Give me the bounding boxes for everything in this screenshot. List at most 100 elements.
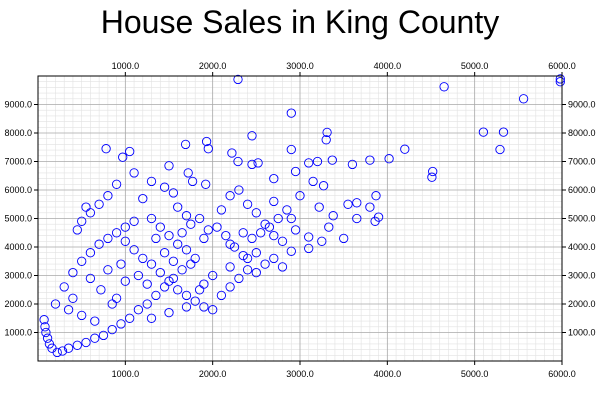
data-point [314,202,324,212]
data-point [111,179,122,189]
data-point [203,144,213,154]
data-point [129,245,139,255]
data-point [77,256,87,266]
data-point [107,299,117,309]
data-point [159,248,170,258]
data-point [72,225,82,235]
data-point [352,213,362,224]
data-point [201,179,211,189]
data-point [190,296,200,306]
data-point [264,222,275,232]
x-tick-label-top: 5000.0 [461,61,489,71]
data-point [225,262,235,272]
data-point [120,276,130,286]
y-tick-label-right: 6000.0 [568,185,596,195]
data-point [269,230,279,241]
data-point [212,222,222,232]
data-point [339,233,349,244]
data-point [365,155,375,165]
y-tick-label-right: 8000.0 [568,128,596,138]
data-point [286,213,296,224]
data-point [180,139,191,150]
data-point [290,166,301,177]
data-point [186,219,196,229]
chart-title: House Sales in King County [100,4,500,40]
data-point [322,127,332,138]
data-point [118,152,128,162]
y-tick-label-right: 3000.0 [568,271,596,281]
grid-layer [38,76,563,361]
data-point [352,198,362,208]
data-point [269,253,279,264]
data-point [181,302,192,312]
y-tick-label-right: 4000.0 [568,242,596,252]
data-point [304,243,314,254]
x-tick-label-top: 2000.0 [199,61,227,71]
data-point [103,265,113,275]
data-point [187,176,198,187]
data-point [234,185,244,195]
data-point [365,202,375,212]
data-point [50,299,61,309]
data-point [120,236,130,246]
data-point [146,259,157,269]
data-point [478,127,489,137]
data-point [107,324,117,335]
data-point [155,267,165,278]
data-point [133,270,144,281]
data-point [282,205,292,215]
data-point [498,127,509,137]
data-point [142,279,152,289]
data-point [94,199,104,209]
x-tick-label-bottom: 6000.0 [548,369,576,379]
data-point [347,159,358,170]
data-point [199,233,209,244]
data-point [495,144,505,155]
data-point [101,144,111,154]
data-point [177,265,187,275]
data-point [427,172,437,182]
y-tick-label-left: 9000.0 [4,100,32,110]
data-point [40,322,50,332]
data-point [98,330,109,341]
data-point [42,333,53,343]
data-point [251,208,261,218]
data-point [253,158,263,168]
data-point [304,232,314,242]
data-point [256,228,266,238]
data-point [225,282,235,292]
data-point [146,176,157,187]
data-point [384,154,394,164]
data-point [290,225,301,235]
data-point [247,233,257,244]
data-point [225,191,235,201]
data-point [304,158,314,168]
data-point [44,339,55,349]
x-tick-label-top: 4000.0 [374,61,402,71]
data-point [90,316,100,326]
y-tick-label-right: 9000.0 [568,100,596,110]
data-point [111,228,122,238]
data-point [242,199,253,209]
data-point [103,233,113,244]
data-point [138,253,148,264]
data-point [238,250,248,261]
data-point [439,82,449,92]
data-point [151,290,161,301]
data-point [199,302,209,312]
data-point [129,216,139,226]
data-point [181,290,192,301]
data-point [181,211,192,221]
data-point [317,236,327,246]
data-point [164,230,174,241]
data-point [343,199,353,209]
y-tick-label-left: 5000.0 [4,214,32,224]
data-point [103,191,113,201]
data-point [318,181,329,191]
data-point [173,202,183,212]
data-point [77,310,87,321]
y-tick-label-right: 2000.0 [568,299,596,309]
data-point [90,333,100,343]
data-point [308,176,318,187]
data-point [85,248,96,258]
